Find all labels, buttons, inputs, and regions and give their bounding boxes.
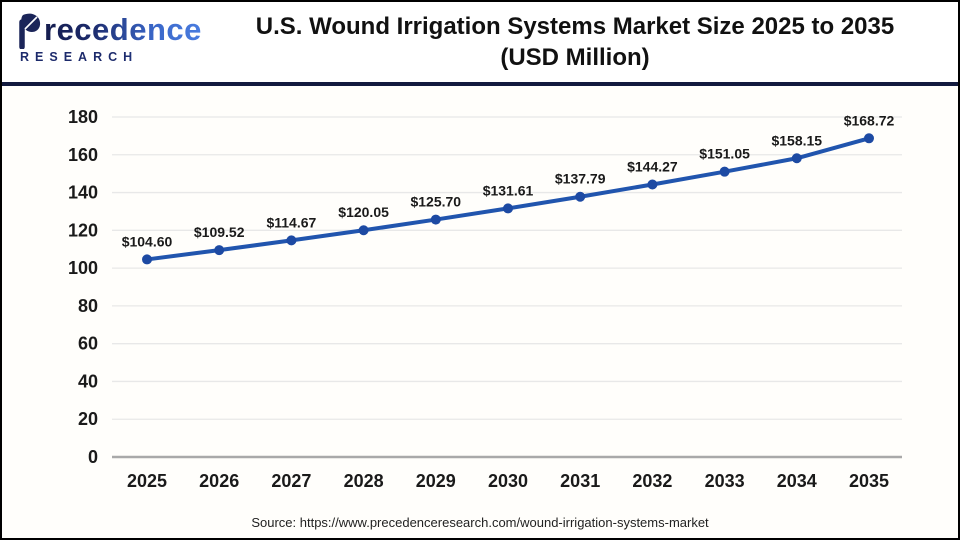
data-point bbox=[358, 225, 369, 236]
y-tick-label: 160 bbox=[68, 145, 98, 165]
data-point-label: $109.52 bbox=[194, 224, 245, 240]
data-point-label: $120.05 bbox=[338, 204, 389, 220]
data-point-label: $125.70 bbox=[410, 194, 461, 210]
data-point-label: $158.15 bbox=[771, 132, 822, 148]
line-chart-svg: 0 20 40 60 80 100 120 140 160 180 $104.60 2025 $109.… bbox=[68, 107, 902, 491]
x-tick-label: 2034 bbox=[777, 471, 817, 491]
x-tick-label: 2026 bbox=[199, 471, 239, 491]
x-tick-label: 2029 bbox=[416, 471, 456, 491]
logo-brand-text: recedence bbox=[44, 12, 202, 47]
x-tick-label: 2032 bbox=[632, 471, 672, 491]
data-point-label: $168.72 bbox=[844, 112, 895, 128]
y-tick-label: 80 bbox=[78, 296, 98, 316]
x-tick-label: 2035 bbox=[849, 471, 889, 491]
y-tick-label: 60 bbox=[78, 334, 98, 354]
x-tick-label: 2031 bbox=[560, 471, 600, 491]
chart-title-line1: U.S. Wound Irrigation Systems Market Siz… bbox=[255, 13, 895, 40]
data-point-label: $114.67 bbox=[266, 214, 316, 230]
header-divider bbox=[2, 82, 958, 86]
x-tick-label: 2025 bbox=[127, 471, 167, 491]
data-point bbox=[575, 191, 586, 202]
line-chart: 0 20 40 60 80 100 120 140 160 180 $104.60 2025 $109.… bbox=[2, 92, 958, 507]
data-point bbox=[791, 153, 802, 164]
x-tick-label: 2033 bbox=[705, 471, 745, 491]
chart-title: U.S. Wound Irrigation Systems Market Siz… bbox=[192, 2, 958, 73]
data-point-label: $144.27 bbox=[627, 158, 678, 174]
series-line bbox=[145, 136, 871, 262]
y-tick-label: 120 bbox=[68, 220, 98, 240]
precedence-research-logo: recedence RESEARCH bbox=[18, 13, 201, 64]
data-point-label: $104.60 bbox=[122, 233, 173, 249]
chart-title-line2: (USD Million) bbox=[500, 44, 650, 71]
data-point bbox=[864, 133, 874, 144]
x-tick-label: 2030 bbox=[488, 471, 528, 491]
data-point bbox=[214, 245, 225, 256]
y-tick-label: 40 bbox=[78, 371, 98, 391]
data-point-label: $131.61 bbox=[483, 182, 534, 198]
source-text: Source: https://www.precedenceresearch.c… bbox=[251, 515, 709, 530]
y-tick-label: 100 bbox=[68, 258, 98, 278]
x-tick-label: 2027 bbox=[271, 471, 311, 491]
leaf-p-icon bbox=[19, 13, 41, 49]
data-point bbox=[286, 235, 297, 246]
y-tick-label: 0 bbox=[88, 447, 98, 467]
data-point-label: $137.79 bbox=[555, 171, 606, 187]
data-point bbox=[430, 214, 441, 225]
data-point bbox=[503, 203, 513, 214]
y-tick-label: 20 bbox=[78, 409, 98, 429]
header: recedence RESEARCH U.S. Wound Irrigation… bbox=[2, 2, 958, 82]
data-point bbox=[719, 166, 730, 177]
y-tick-label: 140 bbox=[68, 183, 98, 203]
x-tick-label: 2028 bbox=[344, 471, 384, 491]
data-point-label: $151.05 bbox=[699, 146, 750, 162]
data-point bbox=[647, 179, 658, 190]
data-point bbox=[142, 254, 152, 265]
logo-sub-text: RESEARCH bbox=[20, 50, 193, 64]
y-tick-label: 180 bbox=[68, 107, 98, 127]
